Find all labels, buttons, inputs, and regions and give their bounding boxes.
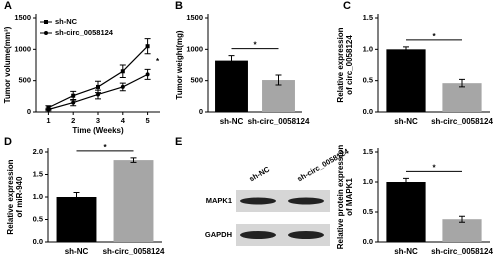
marker [120, 84, 125, 89]
y-tick-label: 0.5 [33, 214, 43, 223]
x-tick-label: sh-circ_0058124 [248, 117, 310, 126]
marker [46, 107, 51, 112]
y-tick-label: 1.0 [363, 177, 373, 186]
blot-band [288, 231, 324, 239]
y-tick-label: 1.0 [363, 44, 373, 53]
blot-band [288, 197, 324, 205]
error-bar [459, 78, 465, 88]
error-bar [73, 192, 80, 202]
legend-label: sh-NC [55, 17, 78, 26]
x-axis-label: Time (Weeks) [72, 126, 124, 135]
x-tick-label: sh-NC [394, 247, 418, 256]
panel-label: D [4, 136, 12, 148]
annotation: * [156, 57, 160, 66]
panel-2: C 0.0 0.5 1.0 1.5 Relative expression of circ_… [336, 0, 493, 126]
y-axis-label: Relative protein expression [336, 145, 345, 250]
blot-band [240, 197, 276, 205]
y-axis-label: of miR-940 [15, 176, 24, 217]
y-tick-label: 0.5 [363, 76, 373, 85]
marker [71, 100, 76, 105]
y-axis-label: Relative expression [336, 27, 345, 102]
y-tick-label: 0.5 [363, 207, 373, 216]
y-tick-label: 0.0 [363, 107, 373, 116]
error-bar [403, 46, 409, 53]
legend-marker [44, 20, 48, 24]
y-tick-label: 0 [199, 107, 203, 116]
bar [386, 182, 426, 242]
y-tick-label: 1.5 [33, 169, 43, 178]
marker [71, 93, 76, 98]
y-axis-label: Relative expression [6, 159, 15, 234]
y-tick-label: 0.0 [33, 237, 43, 246]
marker [96, 92, 100, 97]
x-tick-label: sh-NC [394, 117, 418, 126]
y-tick-label: 1.0 [33, 192, 43, 201]
panel-4: E 0.0 0.5 1.0 1.5 Relative protein expression… [175, 136, 493, 256]
y-tick-label: 0.0 [363, 237, 373, 246]
x-tick-label: 2 [71, 116, 75, 125]
blot-strip [236, 224, 330, 246]
panel-label: E [175, 136, 182, 148]
x-tick-label: sh-NC [65, 247, 89, 256]
error-bar [275, 74, 282, 86]
legend-label: sh-circ_0058124 [55, 28, 114, 37]
x-tick-label: sh-circ_0058124 [431, 247, 493, 256]
x-tick-label: 1 [46, 116, 50, 125]
lane-label: sh-NC [247, 164, 271, 183]
panel-label: B [175, 0, 183, 12]
annotation: * [253, 41, 257, 50]
y-axis-label: of MAPK1 [345, 178, 354, 216]
x-tick-label: sh-NC [220, 117, 244, 126]
bar [113, 160, 154, 242]
panel-label: A [4, 0, 12, 12]
annotation: * [103, 143, 107, 152]
error-bar [130, 157, 137, 163]
y-tick-label: 1000 [14, 44, 31, 53]
marker [145, 44, 150, 49]
band-label: MAPK1 [206, 196, 232, 205]
y-tick-label: 1.5 [363, 13, 373, 22]
bar [442, 219, 482, 242]
y-tick-label: 1500 [14, 13, 31, 22]
x-tick-label: 5 [146, 116, 150, 125]
x-tick-label: sh-circ_0058124 [103, 247, 165, 256]
panel-label: C [343, 0, 351, 12]
y-tick-label: 500 [190, 76, 203, 85]
error-bar [403, 177, 409, 187]
x-tick-label: 4 [121, 116, 126, 125]
annotation: * [432, 32, 436, 41]
annotation: * [432, 164, 436, 173]
marker [145, 72, 150, 77]
y-tick-label: 1500 [186, 13, 203, 22]
error-bar [228, 55, 235, 67]
bar [215, 60, 248, 112]
legend-marker [44, 31, 48, 35]
y-tick-label: 1.5 [363, 147, 373, 156]
panel-3: D 0.0 0.5 1.0 1.5 2.0 Relative expression of mi… [4, 136, 165, 256]
y-axis-label: Tumor weight(mg) [175, 30, 184, 100]
y-tick-label: 2.0 [33, 147, 43, 156]
blot-strip [236, 190, 330, 212]
bar [56, 197, 97, 242]
y-tick-label: 0 [27, 107, 31, 116]
x-tick-label: sh-circ_0058124 [431, 117, 493, 126]
bar [386, 49, 426, 112]
x-tick-label: 3 [96, 116, 100, 125]
bar [442, 83, 482, 112]
error-bar [459, 215, 465, 223]
band-label: GAPDH [205, 230, 232, 239]
y-axis-label: of circ_0058124 [345, 35, 354, 95]
y-axis-label: Tumor volume(mm³) [3, 26, 12, 103]
marker [120, 69, 125, 74]
y-tick-label: 500 [18, 76, 31, 85]
y-tick-label: 1000 [186, 44, 203, 53]
marker [96, 84, 100, 89]
blot-band [240, 231, 276, 239]
